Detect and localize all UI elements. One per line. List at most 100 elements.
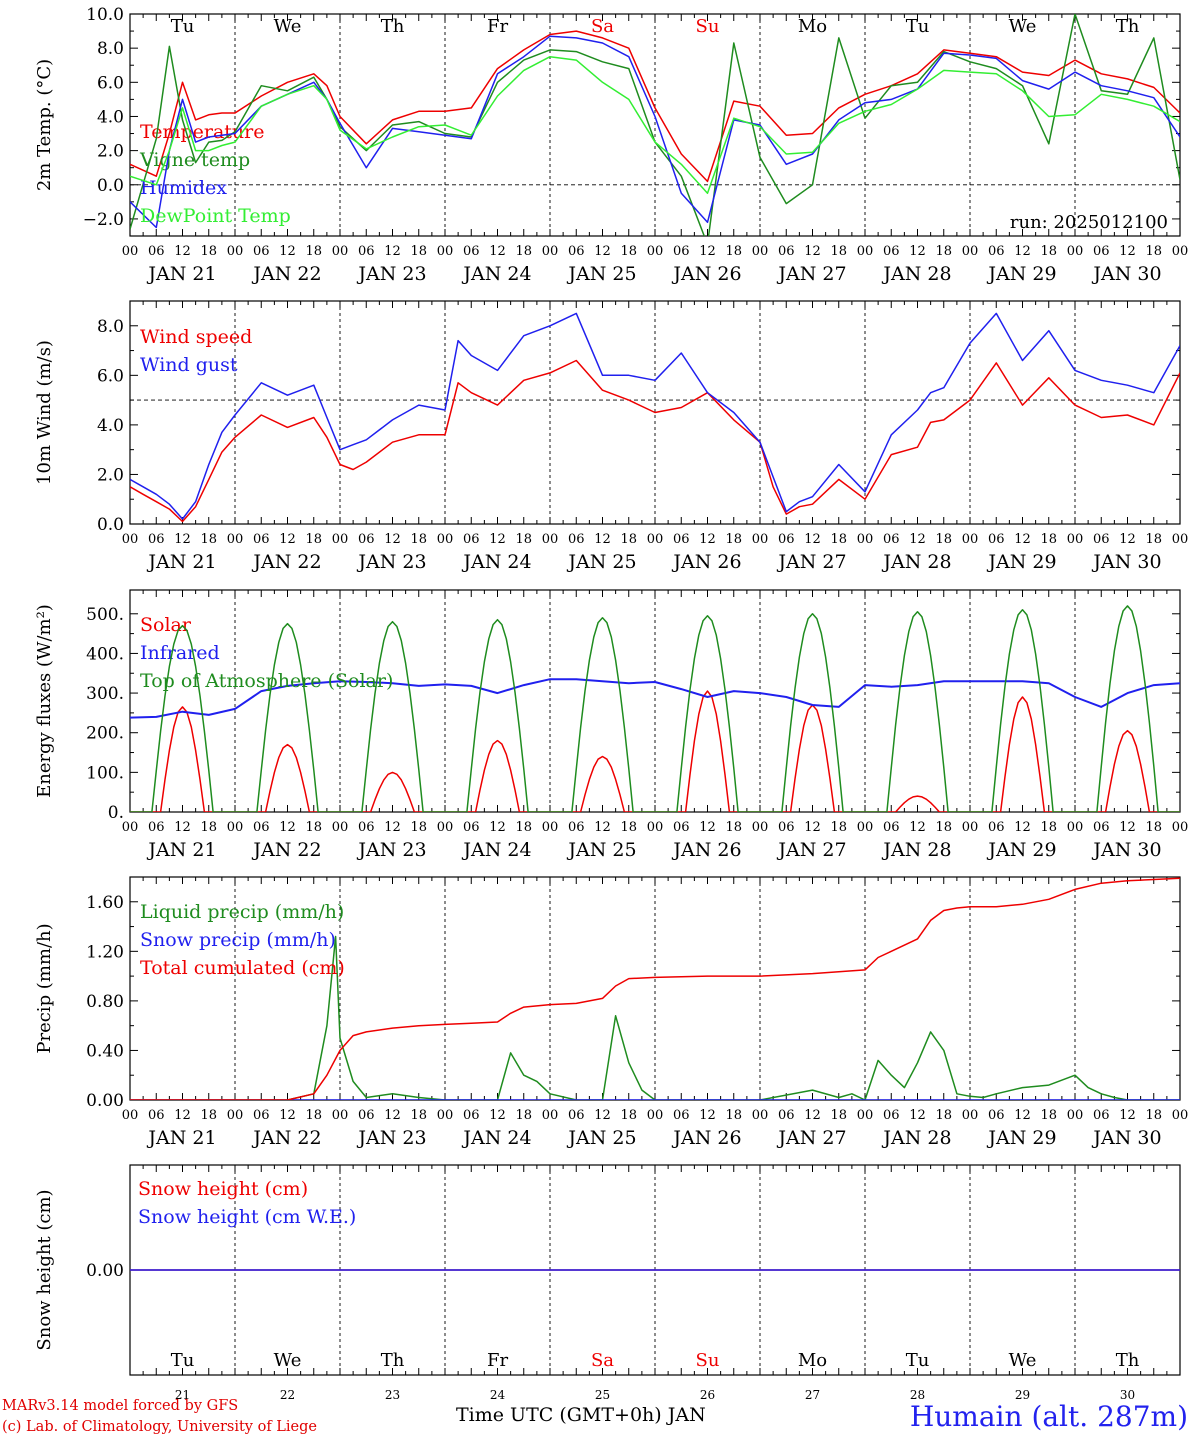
x-hour-label: 06 (778, 532, 795, 547)
x-hour-label: 06 (988, 244, 1005, 259)
x-hour-label: 00 (647, 532, 664, 547)
legend-entry: DewPoint Temp (140, 205, 291, 227)
panel-temperature: −2.0 0.0 2.0 4.0 6.0 8.0 10.0 2m Temp. (°C) Temp… (34, 5, 1188, 285)
day-number-label: 28 (910, 1388, 925, 1402)
panel-wind: 0.0 2.0 4.0 6.0 8.0 10m Wind (m/s) Wind speed W… (34, 300, 1188, 573)
y-tick-label: 500. (86, 605, 124, 625)
x-hour-label: 06 (568, 532, 585, 547)
station-name: Humain (alt. 287m) (909, 1400, 1188, 1433)
legend-entry: Snow height (cm W.E.) (138, 1206, 356, 1228)
weekday-label: We (1009, 16, 1037, 37)
x-hour-label: 12 (174, 820, 191, 835)
x-date-label: JAN 21 (146, 551, 216, 573)
x-hour-label: 00 (122, 532, 139, 547)
x-hour-label: 00 (332, 1108, 349, 1123)
weekday-label: Sa (591, 1350, 614, 1371)
x-hour-label: 06 (148, 820, 165, 835)
x-hour-label: 06 (1093, 244, 1110, 259)
series-line-wind-0 (130, 359, 1180, 523)
day-number-label: 30 (1120, 1388, 1135, 1402)
x-hour-label: 06 (568, 1108, 585, 1123)
panel-snow: 0.00 Snow height (cm) Snow height (cm) Snow… (34, 1164, 1181, 1402)
x-hour-label: 18 (410, 532, 427, 547)
x-axis-month: JAN (667, 1404, 706, 1426)
x-hour-label: 06 (988, 820, 1005, 835)
x-hour-label: 06 (1093, 820, 1110, 835)
weekday-label: Th (1116, 1350, 1140, 1371)
weekday-label: We (274, 16, 302, 37)
x-hour-label: 18 (305, 532, 322, 547)
x-hour-label: 00 (752, 1108, 769, 1123)
x-hour-label: 18 (1145, 1108, 1162, 1123)
y-tick-label: 0.40 (86, 1041, 124, 1061)
x-hour-label: 06 (148, 532, 165, 547)
x-hour-label: 18 (305, 1108, 322, 1123)
x-hour-label: 12 (1014, 532, 1031, 547)
x-hour-label: 00 (647, 1108, 664, 1123)
x-date-label: JAN 25 (566, 1127, 636, 1149)
x-hour-label: 00 (1172, 244, 1189, 259)
x-hour-label: 06 (883, 1108, 900, 1123)
x-hour-label: 00 (1067, 532, 1084, 547)
x-hour-label: 06 (988, 1108, 1005, 1123)
weekday-label: Tu (906, 1350, 930, 1371)
x-axis-title: Time UTC (GMT+0h) JAN (456, 1404, 706, 1426)
y-tick-label: 0.0 (97, 176, 124, 196)
x-hour-label: 12 (594, 244, 611, 259)
x-hour-label: 06 (148, 244, 165, 259)
x-hour-label: 18 (830, 1108, 847, 1123)
day-number-label: 22 (280, 1388, 295, 1402)
x-hour-label: 12 (909, 820, 926, 835)
x-hour-label: 12 (279, 820, 296, 835)
x-hour-label: 12 (279, 532, 296, 547)
x-date-label: JAN 21 (146, 263, 216, 285)
x-hour-label: 00 (962, 532, 979, 547)
x-hour-label: 06 (1093, 1108, 1110, 1123)
x-hour-label: 06 (358, 1108, 375, 1123)
x-hour-label: 12 (174, 244, 191, 259)
x-date-label: JAN 26 (671, 839, 741, 861)
x-hour-label: 18 (1040, 244, 1057, 259)
x-hour-label: 18 (305, 244, 322, 259)
x-hour-label: 12 (279, 244, 296, 259)
panel-precip: 0.00 0.40 0.80 1.20 1.60 Precip (mm/h) Liquid … (34, 876, 1188, 1149)
x-hour-label: 12 (1014, 820, 1031, 835)
x-hour-label: 06 (778, 820, 795, 835)
x-hour-label: 12 (279, 1108, 296, 1123)
legend-entry: Solar (140, 614, 192, 636)
legend-entry: Wind speed (140, 326, 252, 348)
x-hour-label: 12 (1014, 1108, 1031, 1123)
x-hour-label: 18 (515, 820, 532, 835)
x-date-label: JAN 25 (566, 551, 636, 573)
day-number-label: 25 (595, 1388, 610, 1402)
x-hour-label: 12 (489, 244, 506, 259)
x-hour-label: 12 (384, 820, 401, 835)
x-hour-label: 18 (1145, 532, 1162, 547)
x-hour-label: 18 (305, 820, 322, 835)
x-date-label: JAN 23 (356, 839, 426, 861)
weekday-label: Sa (591, 16, 614, 37)
x-hour-label: 00 (227, 532, 244, 547)
x-hour-label: 12 (1014, 244, 1031, 259)
x-date-label: JAN 28 (881, 1127, 951, 1149)
y-tick-label: 300. (86, 684, 124, 704)
x-hour-label: 12 (699, 1108, 716, 1123)
x-hour-label: 18 (1145, 820, 1162, 835)
y-tick-label: −2.0 (83, 210, 124, 230)
x-hour-label: 00 (227, 1108, 244, 1123)
weekday-label: We (274, 1350, 302, 1371)
x-date-label: JAN 21 (146, 1127, 216, 1149)
x-hour-label: 12 (1119, 1108, 1136, 1123)
x-hour-label: 00 (542, 1108, 559, 1123)
x-hour-label: 00 (437, 820, 454, 835)
x-hour-label: 06 (1093, 532, 1110, 547)
x-hour-label: 06 (673, 532, 690, 547)
y-tick-label: 6.0 (97, 73, 124, 93)
x-hour-label: 18 (515, 532, 532, 547)
x-hour-label: 12 (909, 532, 926, 547)
x-date-label: JAN 21 (146, 839, 216, 861)
weekday-label: Mo (798, 1350, 827, 1371)
x-hour-label: 00 (962, 820, 979, 835)
x-hour-label: 18 (935, 244, 952, 259)
x-date-label: JAN 23 (356, 551, 426, 573)
